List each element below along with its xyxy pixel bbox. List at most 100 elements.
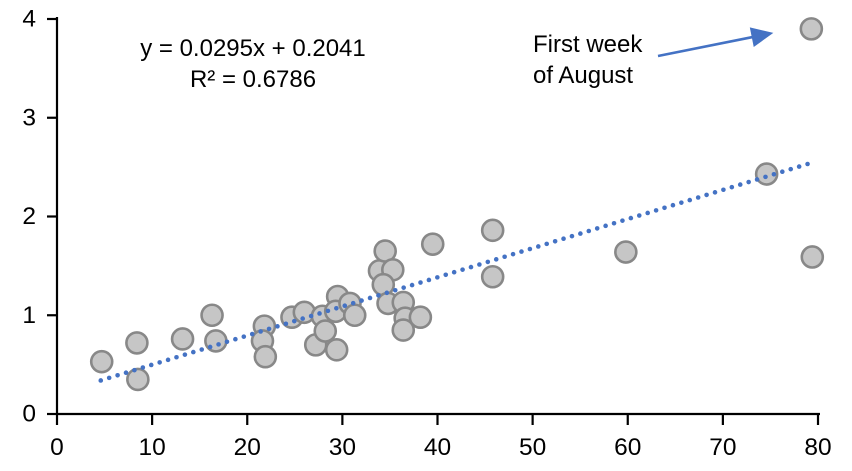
- trendline-dot: [510, 251, 516, 257]
- trendline-dot: [191, 349, 196, 355]
- trendline-dot: [653, 208, 659, 213]
- trendline-dot: [485, 259, 491, 265]
- trendline-dot: [384, 290, 390, 296]
- x-tick-label: 70: [709, 434, 736, 461]
- trendline-dot: [636, 213, 642, 218]
- y-tick-label: 4: [22, 6, 36, 33]
- y-tick-label: 2: [22, 203, 36, 230]
- x-tick-label: 60: [614, 434, 641, 461]
- data-point: [754, 162, 779, 186]
- trendline-dot: [729, 184, 735, 190]
- trendline-dot: [325, 308, 331, 314]
- annotation-line-1: First week: [533, 31, 643, 58]
- trendline-dot: [207, 344, 213, 350]
- data-point: [480, 264, 505, 289]
- trendline-dot: [291, 318, 297, 324]
- trendline-dot: [216, 342, 221, 347]
- data-point: [420, 232, 445, 256]
- trendline-dot: [258, 329, 263, 334]
- trendline-dot: [552, 238, 558, 244]
- trendline-dot: [754, 177, 760, 182]
- data-point: [799, 17, 824, 41]
- trendline-dot: [367, 295, 373, 301]
- trendline-dot: [544, 241, 550, 247]
- trendline-dot: [401, 285, 406, 290]
- trendline-dot: [603, 223, 608, 229]
- data-point: [89, 349, 114, 374]
- trendline-dot: [451, 269, 457, 275]
- annotation-arrow-line: [657, 35, 756, 58]
- trendline-dot: [334, 305, 339, 311]
- x-tick-label: 40: [424, 434, 451, 461]
- trendline-dot: [342, 303, 348, 309]
- trendline-dot: [224, 339, 230, 345]
- trendline-dot: [805, 161, 810, 167]
- trendline-dot: [594, 226, 600, 231]
- trendline-dot: [712, 190, 718, 195]
- trendline-dot: [123, 370, 129, 376]
- trendline-dot: [249, 331, 255, 337]
- trendline-dot: [376, 293, 381, 298]
- trendline-dot: [704, 192, 709, 198]
- data-point: [324, 338, 349, 362]
- trendline-dot: [308, 313, 314, 319]
- data-point: [408, 305, 433, 330]
- data-point: [126, 367, 150, 392]
- trendline-dot: [157, 360, 162, 365]
- data-point: [170, 327, 195, 351]
- trendline-dot: [493, 257, 499, 262]
- trendline-dot: [392, 287, 398, 293]
- trendline-dot: [426, 277, 432, 283]
- trendline-dot: [115, 372, 120, 378]
- trendline-dot: [165, 357, 171, 363]
- trendline-dot: [477, 262, 482, 267]
- trendline-dot: [695, 195, 701, 200]
- y-tick-label: 0: [22, 401, 36, 428]
- trendline-dot: [300, 316, 306, 321]
- trendline-dot: [586, 228, 592, 234]
- data-point: [200, 303, 224, 328]
- trendline-dot: [350, 300, 356, 306]
- trendline-dot: [721, 187, 726, 193]
- trendline-dot: [569, 233, 575, 239]
- data-point: [614, 240, 638, 264]
- trendline-dot: [199, 347, 205, 352]
- data-point: [480, 218, 505, 243]
- trendline-dot: [780, 169, 785, 175]
- data-point: [253, 344, 278, 369]
- trendline-dot: [106, 375, 112, 381]
- trendline-dot: [148, 362, 154, 368]
- trendline-dot: [519, 249, 524, 254]
- trendline-dot: [418, 280, 423, 285]
- trendline-dot: [746, 179, 751, 185]
- annotation-arrow-icon: [749, 27, 774, 48]
- trendline-dot: [98, 378, 104, 383]
- trendline-dot: [233, 336, 238, 342]
- y-tick-label: 1: [22, 302, 36, 329]
- trendline-dot: [737, 182, 743, 187]
- trendline-dot: [687, 197, 693, 203]
- trendline-dot: [468, 264, 474, 270]
- trendline-dot: [359, 298, 364, 303]
- trendline-dot: [132, 367, 137, 373]
- trendline-dot: [275, 324, 280, 329]
- trendline-dot: [578, 231, 583, 236]
- data-point: [313, 319, 338, 343]
- trendline-dot: [628, 215, 634, 221]
- data-point: [125, 331, 149, 355]
- trendline-equation-block: y = 0.0295x + 0.2041 R² = 0.6786: [93, 33, 413, 95]
- trendline-dot: [435, 275, 440, 280]
- annotation-line-2: of August: [533, 62, 634, 89]
- trendline-dot: [527, 246, 533, 252]
- trendline-dot: [670, 202, 676, 208]
- trendline-dot: [283, 321, 289, 327]
- trendline-dot: [460, 267, 465, 272]
- trendline-dot: [443, 272, 449, 278]
- x-tick-label: 10: [138, 434, 165, 461]
- x-tick-label: 20: [234, 434, 261, 461]
- x-tick-label: 50: [519, 434, 546, 461]
- trendline-dot: [241, 334, 247, 339]
- annotation-label: First week of August: [533, 29, 642, 91]
- y-tick-label: 3: [22, 104, 36, 131]
